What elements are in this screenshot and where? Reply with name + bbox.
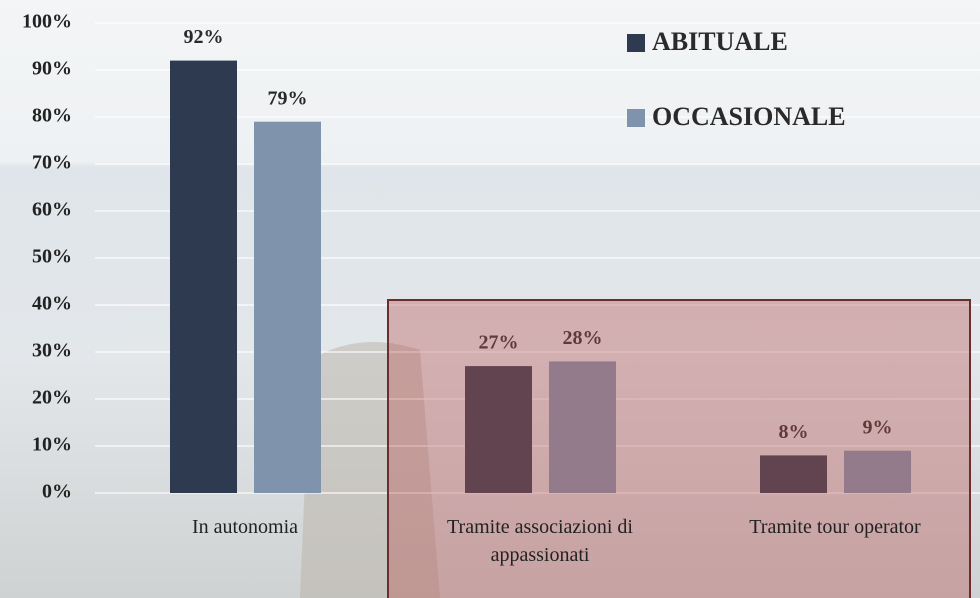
x-tick-label: Tramite tour operator [695,513,975,541]
chart-page: 92%79%27%28%8%9% 0%10%20%30%40%50%60%70%… [0,0,980,598]
x-tick-label: Tramite associazioni di appassionati [405,513,675,569]
value-label: 92% [184,26,224,48]
y-tick-label: 60% [32,199,72,221]
y-tick-label: 0% [42,481,72,503]
y-tick-label: 70% [32,152,72,174]
y-tick-label: 10% [32,434,72,456]
y-tick-label: 80% [32,105,72,127]
y-tick-label: 30% [32,340,72,362]
y-tick-label: 50% [32,246,72,268]
y-tick-label: 90% [32,58,72,80]
legend-swatch [627,34,645,52]
y-tick-label: 20% [32,387,72,409]
legend-label: OCCASIONALE [652,102,846,131]
legend-label: ABITUALE [652,27,788,56]
value-label: 79% [268,87,308,109]
y-tick-label: 40% [32,293,72,315]
y-tick-label: 100% [22,11,72,33]
bar [254,122,321,493]
bar [170,61,237,493]
x-tick-label: In autonomia [105,513,385,541]
legend-swatch [627,109,645,127]
chart: 92%79%27%28%8%9% 0%10%20%30%40%50%60%70%… [0,0,980,598]
